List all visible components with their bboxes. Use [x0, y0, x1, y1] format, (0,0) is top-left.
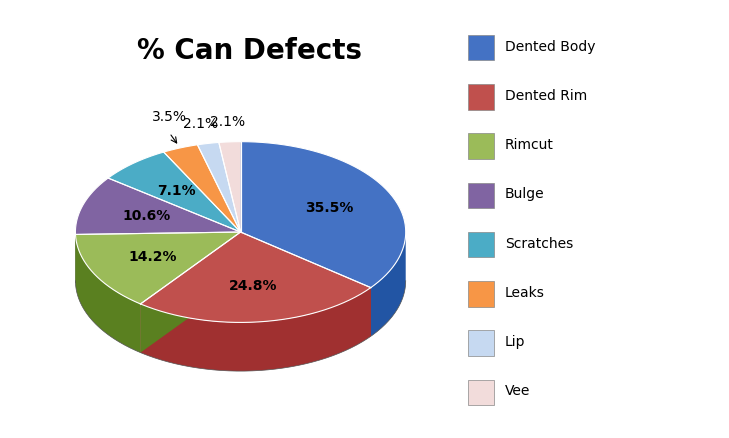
- Bar: [468, 133, 494, 159]
- Text: 2.1%: 2.1%: [210, 115, 245, 129]
- Text: 24.8%: 24.8%: [229, 279, 278, 293]
- Bar: [468, 35, 494, 60]
- Text: % Can Defects: % Can Defects: [137, 37, 362, 65]
- Polygon shape: [141, 232, 241, 353]
- Bar: [468, 380, 494, 405]
- Text: Vee: Vee: [505, 385, 530, 399]
- Bar: [468, 281, 494, 307]
- Polygon shape: [76, 232, 241, 283]
- Text: Lip: Lip: [505, 335, 526, 349]
- Polygon shape: [141, 288, 371, 371]
- Polygon shape: [241, 232, 371, 336]
- Text: Bulge: Bulge: [505, 187, 545, 201]
- Polygon shape: [219, 141, 241, 232]
- Text: 2.1%: 2.1%: [184, 117, 219, 131]
- Text: Scratches: Scratches: [505, 237, 573, 251]
- Polygon shape: [241, 141, 406, 288]
- Polygon shape: [75, 178, 241, 234]
- Text: Dented Rim: Dented Rim: [505, 89, 587, 103]
- Polygon shape: [76, 232, 241, 283]
- Polygon shape: [141, 232, 241, 353]
- Bar: [468, 84, 494, 110]
- Bar: [468, 232, 494, 258]
- Polygon shape: [164, 145, 241, 232]
- Text: Dented Body: Dented Body: [505, 39, 596, 53]
- Text: 35.5%: 35.5%: [305, 201, 354, 215]
- Polygon shape: [108, 152, 241, 232]
- Text: 14.2%: 14.2%: [128, 250, 176, 264]
- Polygon shape: [371, 233, 406, 336]
- Text: 3.5%: 3.5%: [152, 110, 187, 124]
- Polygon shape: [198, 142, 241, 232]
- Text: Leaks: Leaks: [505, 286, 545, 300]
- Bar: [468, 183, 494, 208]
- Polygon shape: [76, 234, 141, 353]
- Bar: [468, 330, 494, 356]
- Polygon shape: [241, 232, 371, 336]
- Polygon shape: [76, 232, 241, 304]
- Text: 7.1%: 7.1%: [157, 184, 195, 198]
- Text: Rimcut: Rimcut: [505, 138, 554, 152]
- Text: 10.6%: 10.6%: [122, 208, 171, 223]
- Polygon shape: [141, 232, 371, 322]
